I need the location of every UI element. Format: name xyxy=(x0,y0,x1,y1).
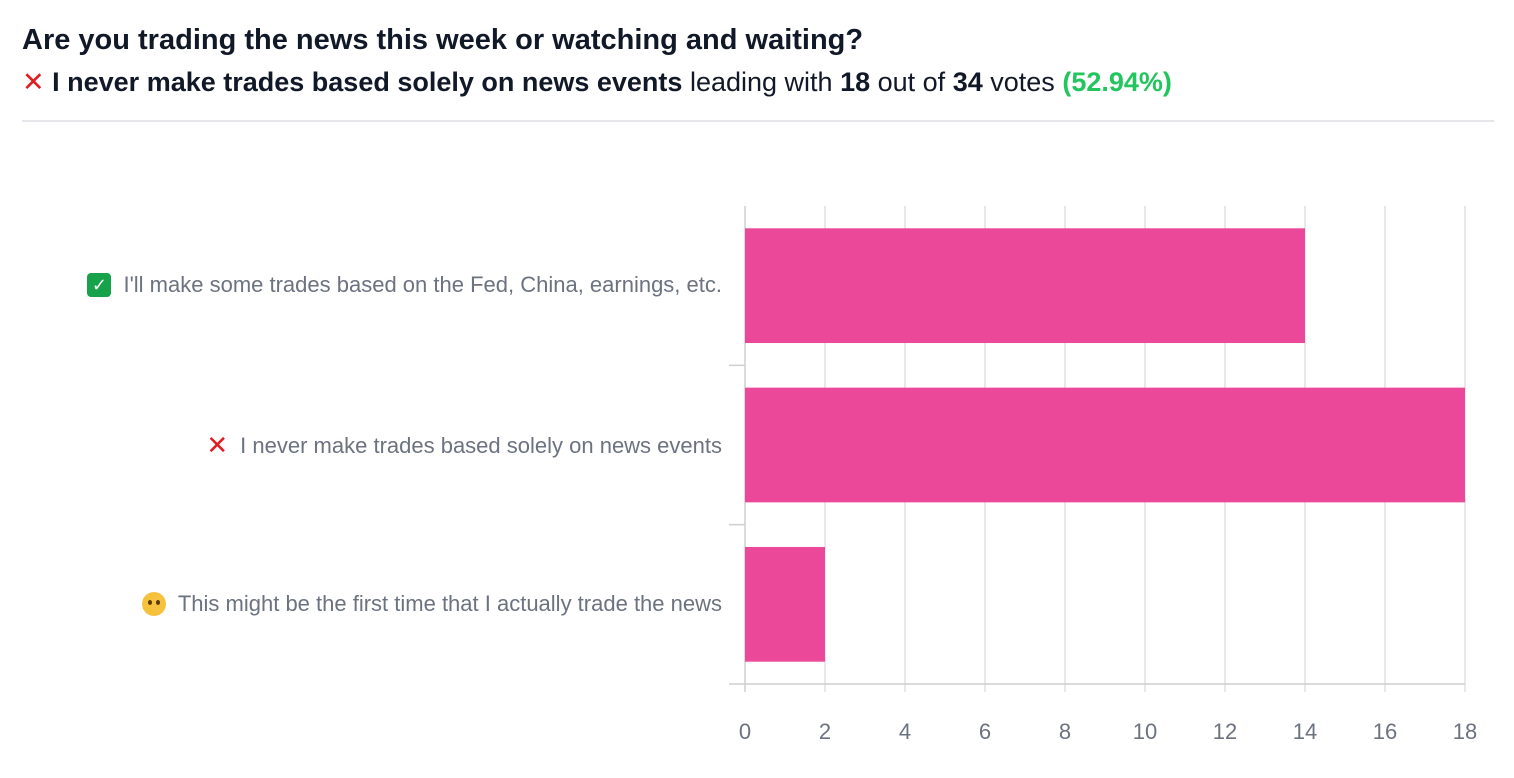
x-tick-label: 4 xyxy=(899,719,911,744)
x-tick-label: 8 xyxy=(1059,719,1071,744)
cross-mark-icon: ✕ xyxy=(22,67,45,97)
leader-votes: 18 xyxy=(840,67,871,97)
leader-percent: (52.94%) xyxy=(1062,67,1172,97)
leader-label: I never make trades based solely on news… xyxy=(52,67,683,97)
bar xyxy=(745,228,1305,344)
x-tick-label: 2 xyxy=(819,719,831,744)
votes-word: votes xyxy=(990,67,1055,97)
divider xyxy=(22,120,1494,122)
x-tick-label: 0 xyxy=(739,719,751,744)
leading-with-text: leading with xyxy=(689,67,833,97)
total-votes: 34 xyxy=(952,67,983,97)
category-label-text: This might be the first time that I actu… xyxy=(177,591,722,616)
bar xyxy=(745,546,825,662)
bar xyxy=(745,387,1465,503)
category-label-1: ✓ I'll make some trades based on the Fed… xyxy=(87,272,722,298)
category-label-text: I never make trades based solely on news… xyxy=(240,432,722,458)
x-tick-label: 14 xyxy=(1293,719,1317,744)
check-mark-icon: ✓ xyxy=(87,273,112,297)
x-tick-label: 10 xyxy=(1133,719,1157,744)
category-label-2: ✕ I never make trades based solely on ne… xyxy=(206,430,722,461)
x-tick-label: 18 xyxy=(1453,719,1477,744)
out-of-text: out of xyxy=(877,67,946,97)
cross-mark-icon: ✕ xyxy=(206,430,229,460)
thinking-face-icon xyxy=(141,592,166,616)
category-label-3: This might be the first time that I actu… xyxy=(141,591,722,617)
x-tick-label: 6 xyxy=(979,719,991,744)
category-label-text: I'll make some trades based on the Fed, … xyxy=(123,272,722,297)
poll-question: Are you trading the news this week or wa… xyxy=(22,24,864,56)
x-tick-label: 16 xyxy=(1373,719,1397,744)
poll-summary: ✕ I never make trades based solely on ne… xyxy=(22,67,1172,98)
x-tick-label: 12 xyxy=(1213,719,1237,744)
